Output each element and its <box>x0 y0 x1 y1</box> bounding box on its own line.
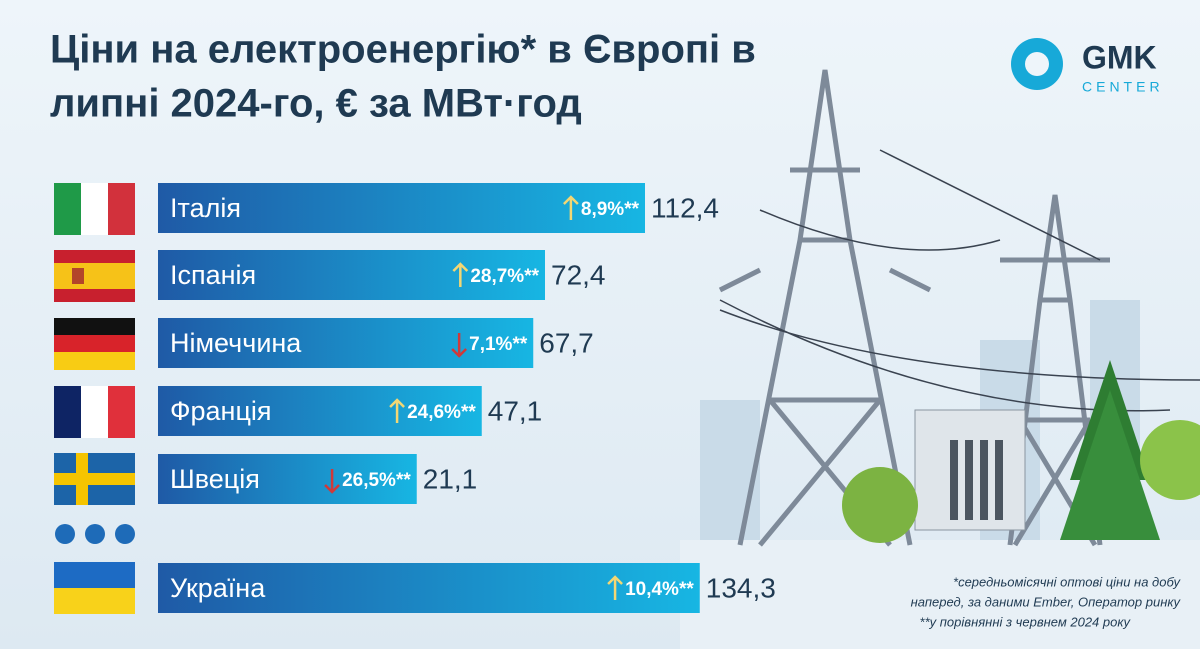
value-label: 72,4 <box>551 259 606 290</box>
logo-text: GMK <box>1082 39 1157 75</box>
change-label: 24,6%** <box>407 402 476 423</box>
change-arrow <box>451 333 468 358</box>
value-label: 112,4 <box>651 192 719 223</box>
change-arrow <box>389 398 405 423</box>
bar <box>158 183 645 233</box>
change-label: 10,4%** <box>625 579 694 600</box>
bar <box>158 454 417 504</box>
logo: GMK CENTER <box>1011 38 1164 95</box>
logo-subtext: CENTER <box>1082 79 1164 95</box>
category-label: Україна <box>170 573 266 603</box>
change-arrow <box>452 262 469 287</box>
category-label: Італія <box>170 193 241 223</box>
change-arrow <box>324 469 340 494</box>
category-label: Франція <box>170 396 272 426</box>
change-arrow <box>563 195 579 220</box>
change-arrow <box>607 575 623 600</box>
bar <box>158 386 482 436</box>
value-label: 67,7 <box>539 327 594 358</box>
footnote: наперед, за даними Ember, Оператор ринку <box>911 594 1182 609</box>
title: Ціни на електроенергію* в Європі в <box>50 28 756 72</box>
footnote: **у порівнянні з червнем 2024 року <box>920 614 1132 629</box>
scenery <box>680 69 1200 649</box>
change-label: 8,9%** <box>581 199 640 220</box>
change-label: 26,5%** <box>342 470 411 491</box>
change-label: 28,7%** <box>470 266 539 287</box>
category-label: Німеччина <box>170 328 302 358</box>
title: липні 2024-го, € за МВт·год <box>50 82 582 126</box>
footnote: *середньомісячні оптові ціни на добу <box>953 574 1181 589</box>
category-label: Іспанія <box>170 260 256 290</box>
value-label: 21,1 <box>423 463 478 494</box>
flags <box>54 183 135 614</box>
change-label: 7,1%** <box>469 334 528 355</box>
category-label: Швеція <box>170 464 260 494</box>
value-label: 134,3 <box>706 572 776 603</box>
bar <box>158 318 534 368</box>
value-label: 47,1 <box>488 395 543 426</box>
bar <box>158 250 545 300</box>
bar <box>158 563 700 613</box>
